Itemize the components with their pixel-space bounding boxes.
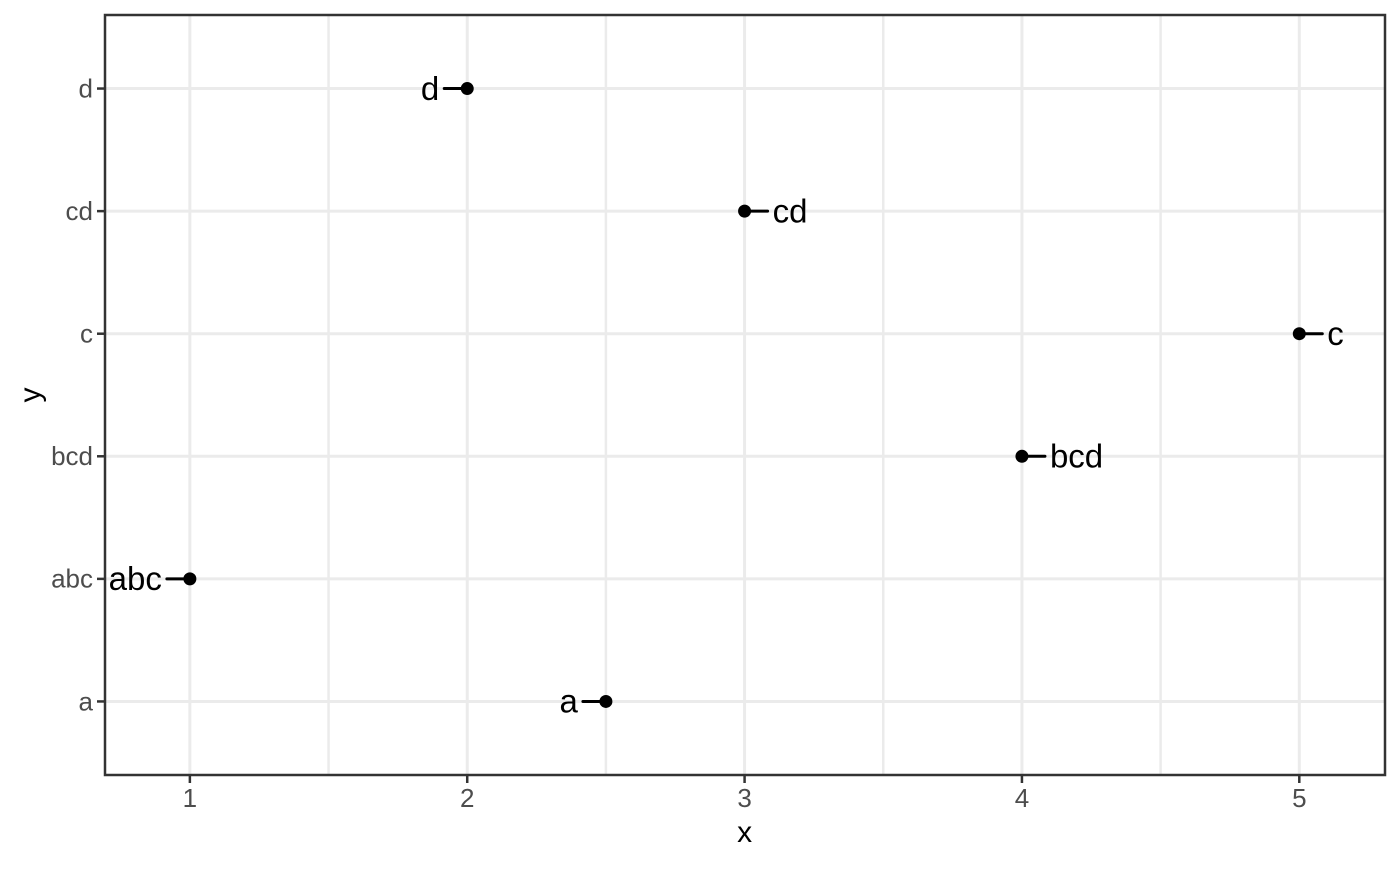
data-point-label-cd: cd — [773, 192, 808, 229]
y-tick-label-c: c — [80, 319, 93, 349]
x-tick-label-2: 2 — [460, 783, 474, 813]
x-axis-title: x — [737, 816, 752, 849]
data-point-bcd — [1015, 449, 1029, 463]
data-point-abc — [183, 572, 197, 586]
data-point-d — [460, 82, 474, 96]
y-tick-label-cd: cd — [66, 196, 93, 226]
x-tick-label-4: 4 — [1015, 783, 1029, 813]
data-point-label-bcd: bcd — [1050, 438, 1103, 475]
y-tick-label-abc: abc — [51, 564, 93, 594]
y-axis-title: y — [14, 388, 47, 403]
data-point-a — [599, 694, 613, 708]
data-point-cd — [738, 204, 752, 218]
data-point-label-a: a — [560, 683, 579, 720]
y-tick-label-d: d — [79, 73, 93, 103]
data-point-label-c: c — [1327, 315, 1344, 352]
x-tick-label-3: 3 — [737, 783, 751, 813]
data-point-c — [1292, 327, 1306, 341]
x-tick-label-5: 5 — [1292, 783, 1306, 813]
y-tick-label-a: a — [79, 686, 94, 716]
data-point-label-abc: abc — [109, 560, 162, 597]
data-point-label-d: d — [421, 70, 439, 107]
x-tick-label-1: 1 — [183, 783, 197, 813]
y-tick-label-bcd: bcd — [51, 441, 93, 471]
